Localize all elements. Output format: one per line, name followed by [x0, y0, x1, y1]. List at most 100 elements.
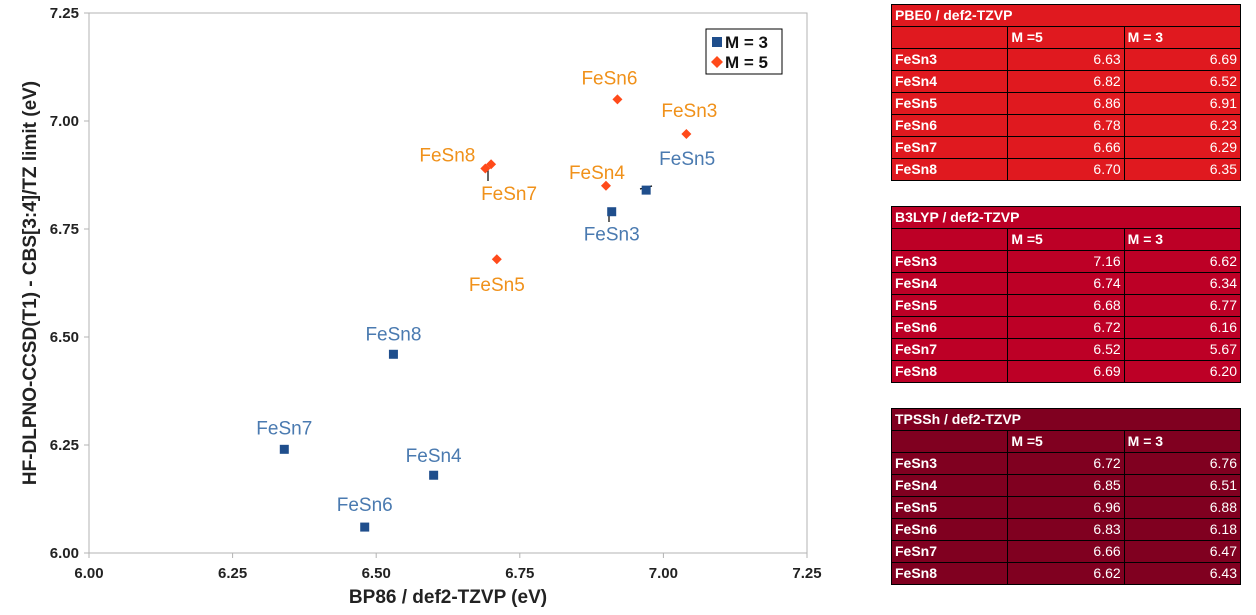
x-tick-label: 7.25	[792, 565, 821, 582]
legend-label: M = 3	[725, 33, 768, 52]
table-row: FeSn8 6.62 6.43	[890, 562, 1242, 585]
table-row: FeSn3 7.16 6.62	[890, 250, 1242, 273]
cell-m5: 6.72	[1007, 452, 1125, 475]
table-tpssh: TPSSh / def2-TZVP M =5 M = 3 FeSn3 6.72 6.76 F…	[890, 408, 1242, 585]
row-label: FeSn6	[890, 316, 1009, 339]
table-row: FeSn3 6.72 6.76	[890, 452, 1242, 475]
table-row: FeSn8 6.70 6.35	[890, 158, 1242, 181]
cell-m3: 6.23	[1123, 114, 1242, 137]
column-header: M = 3	[1123, 228, 1242, 251]
x-tick-label: 6.00	[74, 565, 103, 582]
column-header: M = 3	[1123, 26, 1242, 49]
scatter-chart: 6.00 6.25 6.50 6.75 7.00 7.25 6.00 6.25 6.50 6.7…	[20, 5, 822, 608]
cell-m5: 6.69	[1007, 360, 1125, 383]
column-header: M = 3	[1123, 430, 1242, 453]
cell-m3: 6.20	[1123, 360, 1242, 383]
point-m5-fesn3	[681, 128, 692, 139]
point-label: FeSn4	[406, 446, 462, 467]
table-row: FeSn7 6.66 6.47	[890, 540, 1242, 563]
table-header-row: M =5 M = 3	[890, 430, 1242, 453]
point-label: FeSn8	[365, 324, 421, 345]
point-label: FeSn7	[481, 184, 537, 205]
y-tick-label: 6.00	[50, 545, 79, 562]
cell-m5: 6.74	[1007, 272, 1125, 295]
column-header: M =5	[1007, 26, 1125, 49]
x-tick-label: 6.75	[505, 565, 534, 582]
point-m5-fesn5	[491, 254, 502, 265]
point-m5-fesn6	[612, 94, 623, 105]
cell-m5: 6.83	[1007, 518, 1125, 541]
cell-m5: 6.86	[1007, 92, 1125, 115]
cell-m5: 6.68	[1007, 294, 1125, 317]
cell-m3: 6.88	[1123, 496, 1242, 519]
table-row: FeSn4 6.74 6.34	[890, 272, 1242, 295]
cell-m3: 6.51	[1123, 474, 1242, 497]
cell-m3: 6.76	[1123, 452, 1242, 475]
y-tick-label: 6.50	[50, 329, 79, 346]
cell-m5: 7.16	[1007, 250, 1125, 273]
cell-m3: 6.47	[1123, 540, 1242, 563]
point-m3-fesn7	[279, 444, 289, 454]
table-row: FeSn4 6.82 6.52	[890, 70, 1242, 93]
row-label: FeSn6	[890, 518, 1009, 541]
point-label: FeSn7	[256, 418, 312, 439]
table-row: FeSn7 6.66 6.29	[890, 136, 1242, 159]
table-header-row: M =5 M = 3	[890, 26, 1242, 49]
row-label: FeSn7	[890, 540, 1009, 563]
table-title: PBE0 / def2-TZVP	[891, 4, 1241, 27]
table-b3lyp: B3LYP / def2-TZVP M =5 M = 3 FeSn3 7.16 6.62 F…	[890, 206, 1242, 383]
point-m3-fesn8	[388, 349, 398, 359]
table-pbe0: PBE0 / def2-TZVP M =5 M = 3 FeSn3 6.63 6.69 Fe…	[890, 4, 1242, 181]
point-label: FeSn3	[584, 225, 640, 246]
column-header: M =5	[1007, 228, 1125, 251]
point-label: FeSn3	[661, 101, 717, 122]
cell-m3: 6.29	[1123, 136, 1242, 159]
legend-box	[705, 28, 783, 75]
cell-m3: 6.35	[1123, 158, 1242, 181]
table-title: B3LYP / def2-TZVP	[891, 206, 1241, 229]
cell-m5: 6.62	[1007, 562, 1125, 585]
table-corner	[890, 26, 1009, 49]
legend-marker-m5	[711, 56, 723, 68]
table-corner	[890, 228, 1009, 251]
table-row: FeSn4 6.85 6.51	[890, 474, 1242, 497]
point-m3-fesn4	[429, 470, 439, 480]
point-label: FeSn4	[569, 163, 625, 184]
legend: M = 3M = 5	[705, 28, 783, 75]
cell-m5: 6.78	[1007, 114, 1125, 137]
cell-m3: 6.34	[1123, 272, 1242, 295]
point-m3-fesn5	[641, 185, 651, 195]
cell-m5: 6.66	[1007, 540, 1125, 563]
cell-m3: 6.52	[1123, 70, 1242, 93]
point-m3-fesn6	[360, 522, 370, 532]
legend-label: M = 5	[725, 53, 768, 72]
y-tick-label: 7.25	[50, 5, 79, 22]
row-label: FeSn5	[890, 496, 1009, 519]
row-label: FeSn7	[890, 338, 1009, 361]
cell-m5: 6.70	[1007, 158, 1125, 181]
row-label: FeSn6	[890, 114, 1009, 137]
table-title-row: PBE0 / def2-TZVP	[891, 4, 1241, 27]
cell-m5: 6.72	[1007, 316, 1125, 339]
table-title-row: TPSSh / def2-TZVP	[891, 408, 1241, 431]
row-label: FeSn8	[890, 158, 1009, 181]
table-row: FeSn5 6.96 6.88	[890, 496, 1242, 519]
y-axis-title: HF-DLPNO-CCSD(T1) - CBS[3:4]/TZ limit (e…	[20, 81, 41, 485]
point-label: FeSn8	[419, 146, 475, 167]
row-label: FeSn4	[890, 474, 1009, 497]
point-m5-fesn7	[486, 159, 497, 170]
point-m5-fesn4	[600, 180, 611, 191]
x-axis-ticks: 6.00 6.25 6.50 6.75 7.00 7.25	[74, 553, 822, 582]
y-tick-label: 7.00	[50, 113, 79, 130]
table-row: FeSn5 6.68 6.77	[890, 294, 1242, 317]
point-m3-fesn3	[607, 207, 617, 217]
legend-marker-m3	[712, 37, 722, 47]
row-label: FeSn3	[890, 48, 1009, 71]
row-label: FeSn8	[890, 562, 1009, 585]
table-corner	[890, 430, 1009, 453]
point-label: FeSn6	[337, 495, 393, 516]
data-points: FeSn3 FeSn4 FeSn5 FeSn6 FeSn7 FeSn8 FeSn3 FeSn4…	[256, 68, 717, 532]
row-label: FeSn7	[890, 136, 1009, 159]
cell-m3: 6.43	[1123, 562, 1242, 585]
table-row: FeSn5 6.86 6.91	[890, 92, 1242, 115]
